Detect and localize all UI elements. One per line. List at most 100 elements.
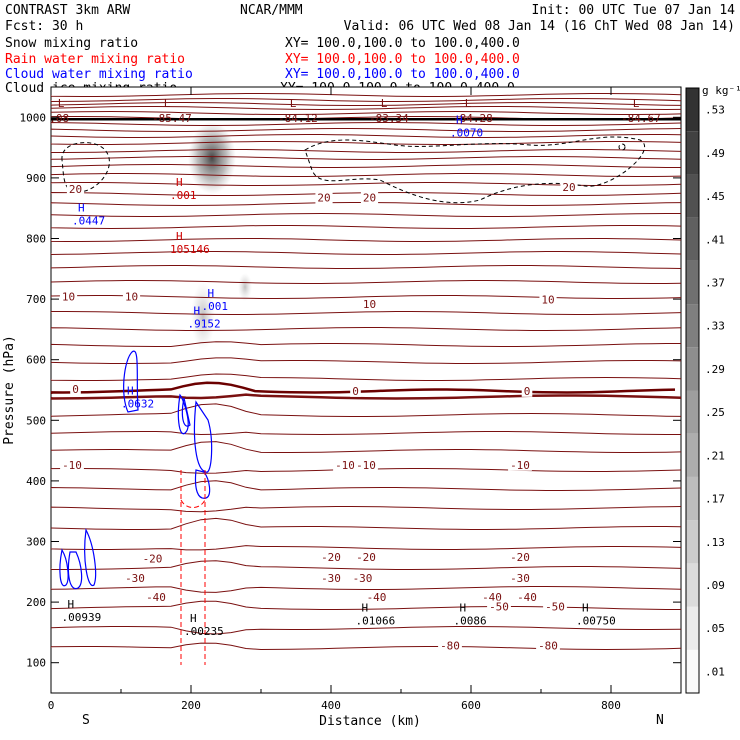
x-tick-label: 400 [321,699,341,712]
hydrometeor-contours [59,136,646,665]
temperature-contour-line [51,128,681,132]
field-xy-cloud-water: XY= 100.0,100.0 to 100.0,400.0 [285,67,520,82]
colorbar: .01 .05 .09 .13 .17 .21 .25 .29 .33 .37 .41 .45 .49.… [685,87,725,694]
colorbar-tick-label: .25 [705,406,725,419]
temperature-contour-line [51,280,681,284]
cloud-ice-contour [304,136,646,204]
cloud-water-max-marker: H [208,287,215,300]
cloud-water-contour [84,528,97,587]
temperature-contour-line [51,212,681,217]
temperature-label: 10 [62,290,75,303]
temperature-contour-line [51,403,681,417]
label-mask [70,383,81,395]
colorbar-frame [685,87,700,694]
colorbar-swatch [686,649,699,693]
temperature-label: -10 [510,459,530,472]
colorbar-swatch [686,260,699,305]
label-mask [360,298,379,311]
label-mask [508,458,532,471]
temperature-label: 0 [524,385,531,398]
label-mask [480,590,504,603]
temp-min-marker: L [381,97,388,110]
endpoint-right: N [656,713,664,728]
y-tick-label: 600 [26,354,46,367]
label-mask [333,458,357,471]
temp-min-label: -84.12 [278,112,318,125]
label-mask [536,639,560,652]
temperature-contour-line [51,506,681,513]
header-forecast: Fcst: 30 h [5,19,83,34]
colorbar-swatch [686,390,699,434]
label-mask [543,600,567,613]
temperature-contour-line [51,560,681,570]
temperature-label: 10 [541,293,554,306]
temperature-contour-line [51,311,681,315]
temp-min-label: -84.67 [621,112,661,125]
label-mask [319,550,343,563]
label-mask [354,550,378,563]
snow-max-marker: H [582,602,589,615]
temperature-contour-line [51,121,681,126]
temperature-label: 20 [69,183,82,196]
snow-max-marker: H [362,602,369,615]
temperature-contour-line [51,441,681,453]
colorbar-tick-label: .09 [705,579,725,592]
field-name-rain: Rain water mixing ratio [5,52,185,67]
x-tick-label: 600 [461,699,481,712]
temperature-contour-line [51,251,681,256]
cloud-water-label: .0632 [121,398,154,411]
colorbar-swatch [686,217,699,261]
temperature-label: -40 [367,591,387,604]
label-mask [560,181,578,194]
temperature-contour-line [51,202,681,207]
header-init: Init: 00 UTC Tue 07 Jan 14 [532,3,736,18]
cloud-water-contour [177,393,189,435]
colorbar-tick-label: .29 [705,363,725,376]
label-mask [521,384,533,397]
y-axis-title: Pressure (hPa) [2,335,17,445]
label-mask [59,290,78,303]
rain-max-marker: H [176,230,183,243]
label-mask [354,458,378,471]
x-tick-label: 800 [601,699,621,712]
colorbar-tick-label: .21 [705,449,725,462]
label-mask [319,572,343,585]
cloud-water-label: .0070 [450,127,483,140]
header-title: CONTRAST 3km ARW [5,3,130,18]
temperature-label: -30 [321,572,341,585]
label-mask [508,550,532,563]
colorbar-tick-label: .53 [705,104,725,117]
snow-max-marker: H [190,612,197,625]
label-mask [350,384,361,397]
colorbar-tick-label: .49 [705,147,725,160]
cloud-water-contour [194,469,211,499]
colorbar-swatch [686,520,699,564]
temperature-contour-line [51,101,681,106]
snow-label: .00750 [576,615,616,628]
y-tick-label: 900 [26,172,46,185]
x-axis-title: Distance (km) [319,714,421,729]
snow-shading [238,273,252,301]
colorbar-tick-label: .33 [705,320,725,333]
temperature-label: 20 [562,181,575,194]
temperature-label: -80 [440,639,460,652]
cloud-water-contour [193,400,213,473]
cloud-water-label: .0447 [72,215,105,228]
colorbar-tick-label: .41 [705,233,725,246]
temperature-label: -50 [545,601,565,614]
label-mask [360,191,379,204]
colorbar-swatch [686,606,699,650]
temperature-contour-line [51,480,681,491]
temperature-contour-line [51,110,681,115]
snow-label: .00939 [62,611,102,624]
colorbar-swatch [686,88,699,132]
label-mask [140,552,165,565]
colorbar-tick-label: .13 [705,536,725,549]
cloud-water-contour [181,397,191,427]
field-xy-rain: XY= 100.0,100.0 to 100.0,400.0 [285,52,520,67]
y-tick-label: 400 [26,475,46,488]
temp-min-marker: L [58,97,65,110]
label-mask [515,590,539,603]
colorbar-swatch [686,174,699,218]
